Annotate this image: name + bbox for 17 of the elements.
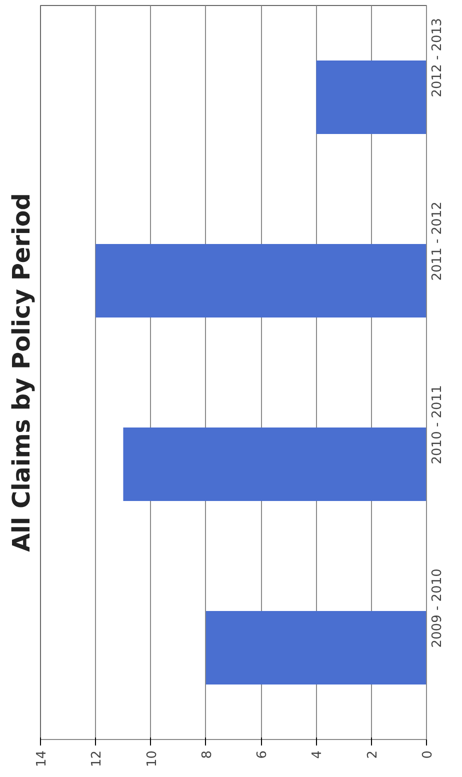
x-tick-label: 0 [420, 750, 436, 759]
bar [206, 611, 426, 684]
y-tick-label: 2011 - 2012 [430, 202, 445, 281]
bar [316, 60, 426, 134]
y-tick-label: 2009 - 2010 [430, 568, 445, 648]
bar [96, 244, 426, 318]
y-tick-label: 2010 - 2011 [430, 385, 445, 464]
x-tick-label: 2 [365, 750, 380, 759]
x-tick-label: 14 [34, 750, 50, 768]
x-tick-label: 6 [255, 750, 270, 759]
bar [123, 428, 426, 501]
y-tick-label: 2012 - 2013 [430, 18, 445, 98]
x-tick-label: 4 [310, 750, 326, 759]
x-tick-label: 10 [144, 750, 160, 768]
x-tick-label: 8 [200, 750, 215, 759]
x-tick-label: 12 [90, 750, 105, 768]
text: All Claims by Policy Period [8, 193, 36, 552]
